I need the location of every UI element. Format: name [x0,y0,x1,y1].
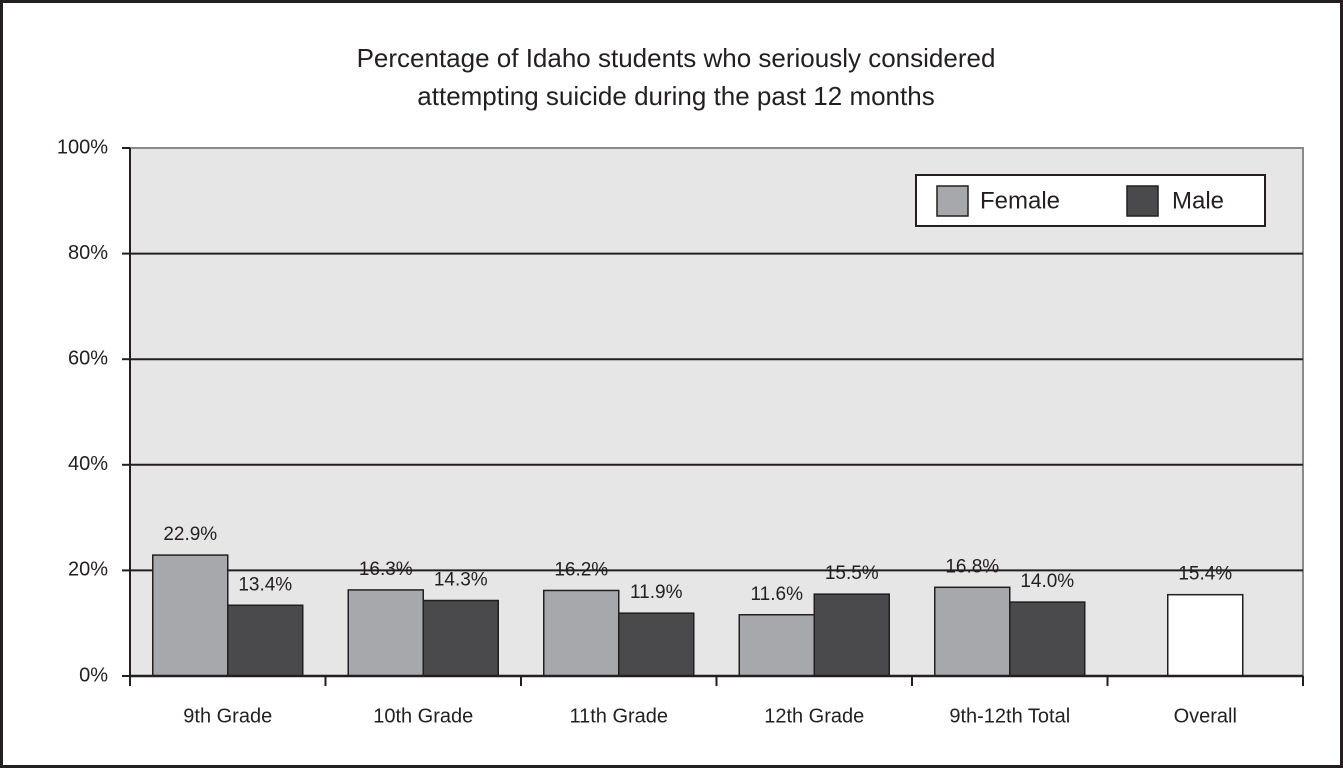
legend-swatch [936,185,969,217]
bar [422,599,499,677]
x-tick-label: 12th Grade [764,705,864,727]
x-tick-label: 9th Grade [183,705,272,727]
data-label: 14.3% [434,570,488,591]
chart-title: Percentage of Idaho students who serious… [357,43,996,73]
x-tick-label: 10th Grade [373,705,473,727]
plot-area [129,147,1304,677]
legend-label: Male [1172,187,1224,214]
bar [1009,601,1086,677]
data-label: 16.2% [554,559,608,580]
data-label: 13.4% [238,574,292,595]
data-label: 16.3% [359,559,413,580]
y-tick-label: 20% [68,559,108,581]
y-tick-label: 0% [79,664,108,686]
data-label: 11.6% [751,584,804,605]
data-label: 16.8% [945,556,999,577]
legend-box [915,174,1266,227]
y-tick-label: 100% [57,136,108,158]
chart-title: attempting suicide during the past 12 mo… [417,81,934,111]
bar [152,554,229,677]
bar [813,593,890,677]
bar [738,614,815,677]
data-label: 22.9% [163,524,217,545]
bar [347,589,424,677]
y-tick-label: 80% [68,242,108,264]
bar [618,612,695,677]
x-tick-label: 9th-12th Total [949,705,1070,727]
data-label: 15.4% [1178,564,1232,585]
y-tick-label: 40% [68,453,108,475]
bar [227,604,304,677]
legend-label: Female [980,187,1060,214]
y-tick-label: 60% [68,347,108,369]
bar [934,586,1011,677]
legend-swatch [1126,185,1159,217]
data-label: 14.0% [1020,571,1074,592]
bar [543,589,620,677]
x-tick-label: 11th Grade [569,705,668,727]
x-tick-label: Overall [1174,705,1237,727]
bar [1167,593,1244,677]
data-label: 11.9% [630,582,683,603]
data-label: 15.5% [825,563,879,584]
